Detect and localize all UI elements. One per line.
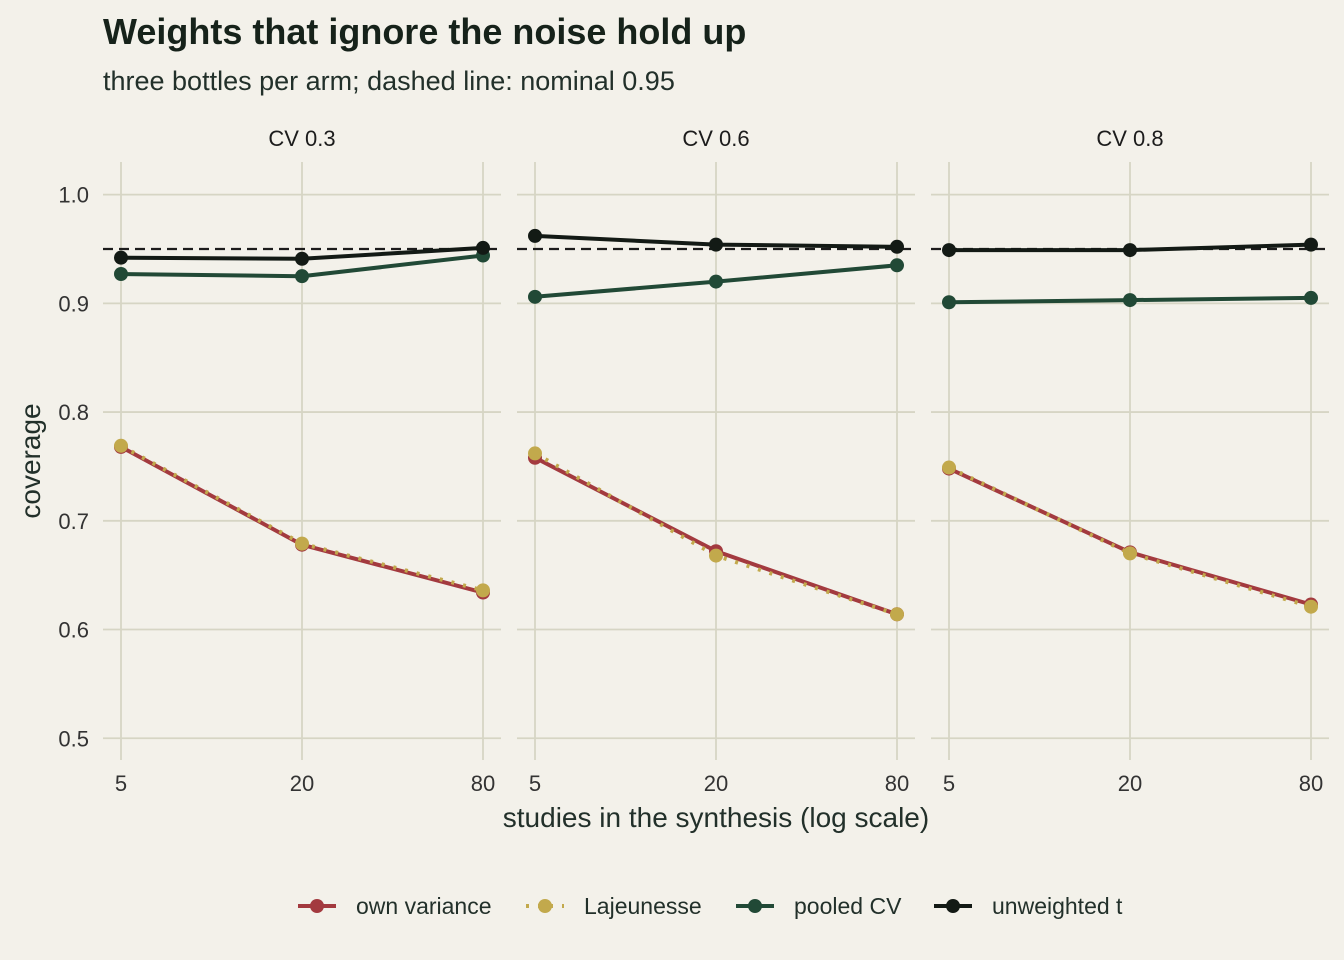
data-point <box>528 289 542 304</box>
legend-item-pooled-cv: pooled CV <box>736 893 902 919</box>
data-point <box>942 460 956 475</box>
data-point <box>890 258 904 273</box>
data-point <box>476 240 490 255</box>
y-tick-label: 0.6 <box>58 618 89 643</box>
y-tick-label: 0.7 <box>58 509 89 534</box>
data-point <box>114 266 128 281</box>
legend-label: unweighted t <box>992 893 1123 919</box>
data-point <box>709 274 723 289</box>
panel-cv-0-6: CV 0.6 5 20 80 <box>517 126 915 796</box>
data-point <box>528 228 542 243</box>
series-lajeunesse <box>114 438 490 598</box>
y-tick-label: 0.9 <box>58 291 89 316</box>
data-point <box>528 446 542 461</box>
data-point <box>295 251 309 266</box>
legend-label: own variance <box>356 893 492 919</box>
data-point <box>709 237 723 252</box>
legend-item-lajeunesse: Lajeunesse <box>526 893 702 919</box>
legend-item-own-variance: own variance <box>298 893 492 919</box>
series-lajeunesse <box>528 446 904 622</box>
data-point <box>295 536 309 551</box>
data-point <box>114 438 128 453</box>
series-lajeunesse <box>942 460 1318 614</box>
series-pooled-cv <box>528 258 904 304</box>
data-point <box>1123 243 1137 258</box>
data-point <box>114 250 128 265</box>
series-pooled-cv <box>942 290 1318 310</box>
data-point <box>942 243 956 258</box>
x-tick-label: 80 <box>885 771 909 796</box>
x-tick-label: 80 <box>1299 771 1323 796</box>
data-point <box>1304 237 1318 252</box>
series-line <box>948 465 1312 609</box>
legend-item-unweighted-t: unweighted t <box>934 893 1123 919</box>
data-point <box>1304 290 1318 305</box>
series-unweighted-t <box>942 237 1318 258</box>
y-tick-label: 0.8 <box>58 400 89 425</box>
legend-label: Lajeunesse <box>584 893 702 919</box>
panel-cv-0-8: CV 0.8 5 20 80 <box>931 126 1329 796</box>
facet-label: CV 0.8 <box>1096 126 1163 151</box>
y-tick-label: 0.5 <box>58 726 89 751</box>
data-point <box>295 269 309 284</box>
x-tick-label: 5 <box>115 771 127 796</box>
facet-panels: CV 0.3 5 20 80 CV 0.6 5 20 80 CV 0.8 5 20 80 <box>103 126 1329 796</box>
y-axis: 0.5 0.6 0.7 0.8 0.9 1.0 <box>58 183 89 752</box>
legend: own variance Lajeunesse pooled CV unweighte… <box>298 893 1123 919</box>
chart-title: Weights that ignore the noise hold up <box>103 11 746 52</box>
data-point <box>890 607 904 622</box>
data-point <box>942 295 956 310</box>
data-point <box>890 239 904 254</box>
legend-key-point <box>748 899 762 913</box>
x-tick-label: 80 <box>471 771 495 796</box>
legend-key-point <box>538 899 552 913</box>
legend-key-point <box>946 899 960 913</box>
data-point <box>476 583 490 598</box>
panel-cv-0-3: CV 0.3 5 20 80 <box>103 126 501 796</box>
data-point <box>1123 546 1137 561</box>
data-point <box>1123 293 1137 308</box>
data-point <box>709 548 723 563</box>
series-unweighted-t <box>528 228 904 254</box>
y-axis-title: coverage <box>15 403 46 518</box>
x-tick-label: 5 <box>943 771 955 796</box>
legend-label: pooled CV <box>794 893 902 919</box>
data-point <box>1304 599 1318 614</box>
chart-subtitle: three bottles per arm; dashed line: nomi… <box>103 66 675 96</box>
facet-label: CV 0.6 <box>682 126 749 151</box>
x-axis-title: studies in the synthesis (log scale) <box>503 802 929 833</box>
y-tick-label: 1.0 <box>58 183 89 208</box>
x-tick-label: 5 <box>529 771 541 796</box>
facet-label: CV 0.3 <box>268 126 335 151</box>
x-tick-label: 20 <box>704 771 728 796</box>
series-unweighted-t <box>114 240 490 266</box>
x-tick-label: 20 <box>290 771 314 796</box>
legend-key-point <box>310 899 324 913</box>
x-tick-label: 20 <box>1118 771 1142 796</box>
